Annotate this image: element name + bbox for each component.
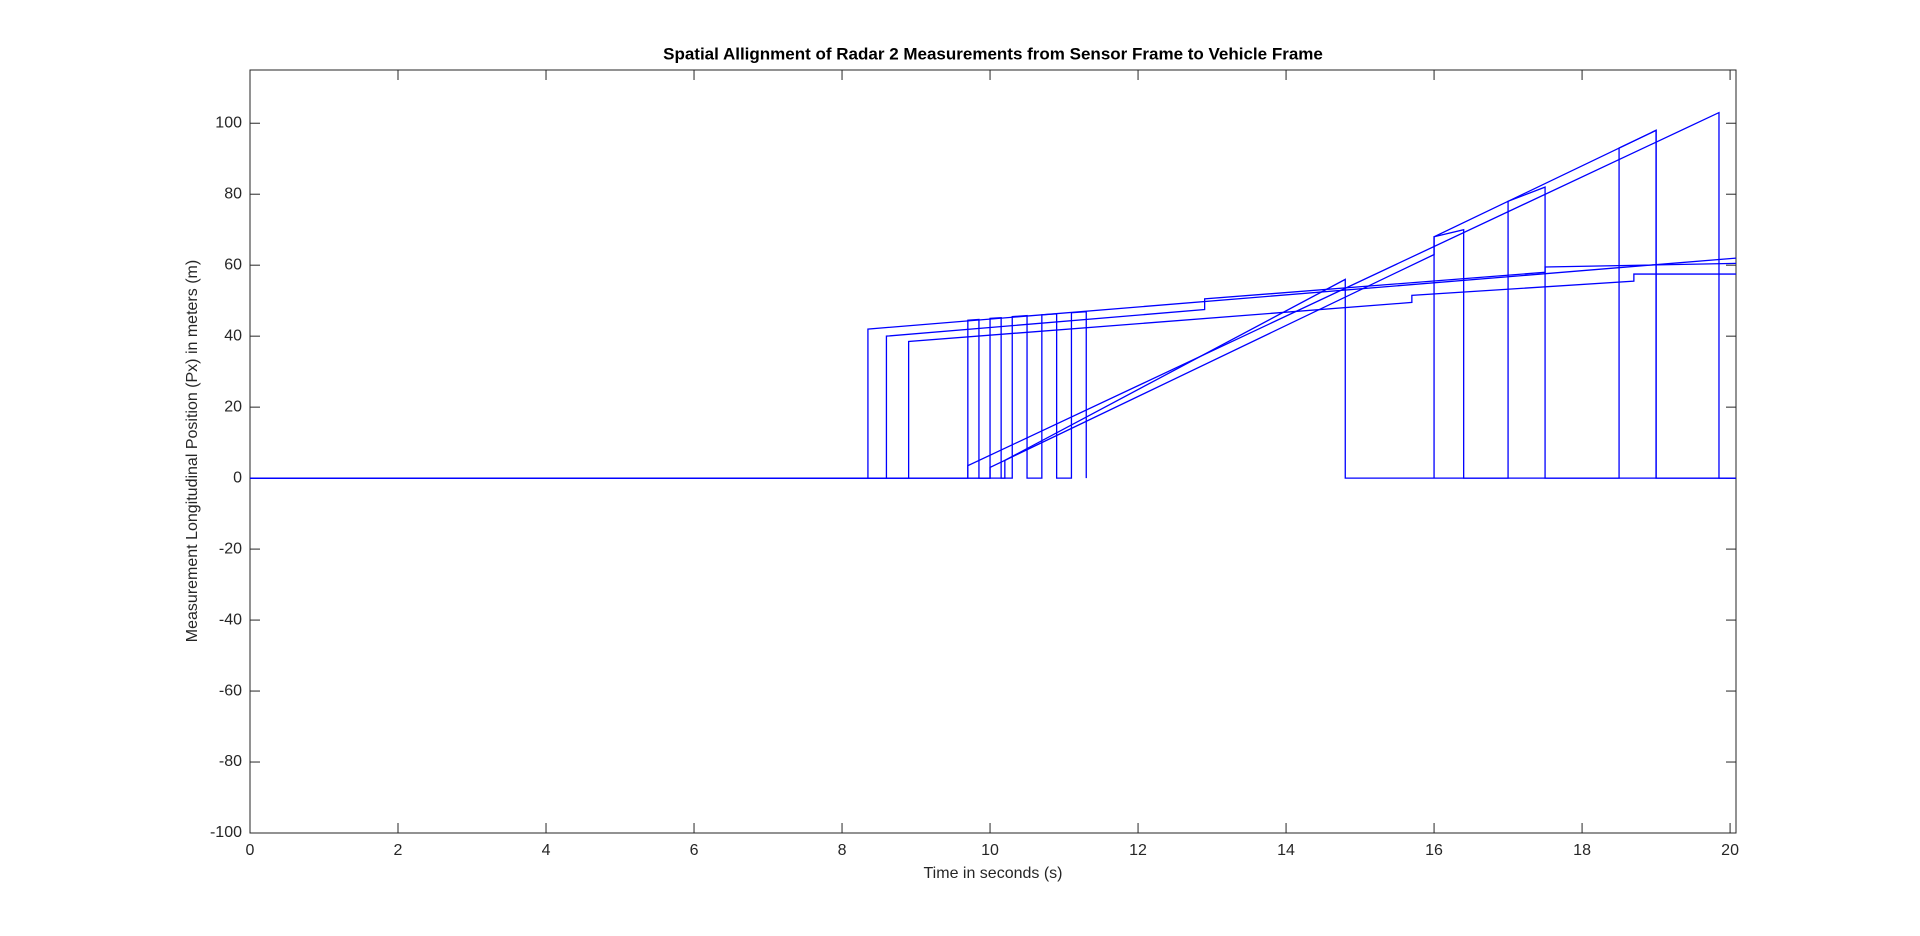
y-tick-label: 60 [224, 256, 242, 273]
x-tick-label: 12 [1129, 842, 1147, 859]
y-tick-label: -20 [219, 540, 242, 557]
x-tick-label: 6 [690, 842, 699, 859]
data-line [250, 129, 1736, 479]
data-line [250, 111, 1736, 479]
y-tick-label: -60 [219, 682, 242, 699]
y-tick-label: 20 [224, 398, 242, 415]
x-tick-label: 16 [1425, 842, 1443, 859]
axes-box [249, 69, 1737, 834]
x-tick-label: 10 [981, 842, 999, 859]
data-line [250, 278, 1736, 479]
data-line [967, 310, 1087, 479]
x-tick-label: 18 [1573, 842, 1591, 859]
x-tick-label: 2 [394, 842, 403, 859]
y-tick-label: 100 [215, 114, 242, 131]
x-tick-label: 0 [246, 842, 255, 859]
y-tick-label: 40 [224, 327, 242, 344]
x-tick-label: 20 [1721, 842, 1739, 859]
x-axis-label: Time in seconds (s) [924, 865, 1063, 882]
data-line [250, 257, 1737, 479]
y-tick-label: -100 [210, 824, 242, 841]
y-tick-label: -40 [219, 611, 242, 628]
y-tick-label: 80 [224, 185, 242, 202]
chart-title: Spatial Allignment of Radar 2 Measuremen… [663, 44, 1323, 63]
x-tick-label: 8 [838, 842, 847, 859]
y-tick-label: 0 [233, 469, 242, 486]
x-tick-label: 4 [542, 842, 551, 859]
y-axis-label: Measurement Longitudinal Position (Px) i… [184, 260, 201, 642]
data-line [250, 273, 1736, 479]
data-line [1433, 129, 1657, 479]
x-tick-label: 14 [1277, 842, 1295, 859]
y-tick-label: -80 [219, 753, 242, 770]
data-line [250, 262, 1737, 479]
